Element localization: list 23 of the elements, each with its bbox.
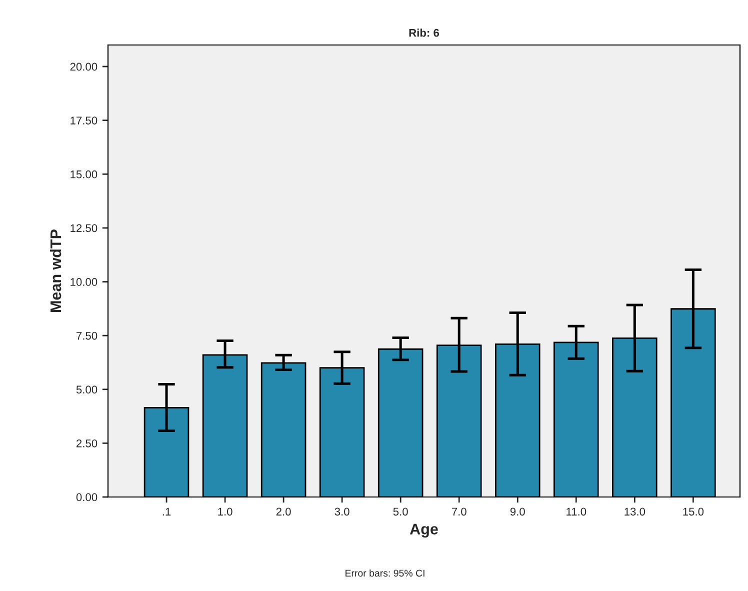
x-tick-label: 11.0 bbox=[566, 508, 586, 516]
y-tick-label: 7.50 bbox=[76, 332, 98, 340]
y-axis-title: Mean wdTP bbox=[50, 230, 62, 312]
y-tick-label: 10.00 bbox=[70, 278, 98, 286]
chart-title: Rib: 6 bbox=[409, 28, 440, 37]
x-tick-label: 3.0 bbox=[334, 508, 350, 516]
y-tick-label: 12.50 bbox=[70, 224, 98, 232]
y-tick-label: 0.00 bbox=[76, 493, 98, 502]
x-tick-label: 1.0 bbox=[218, 508, 232, 516]
y-tick-label: 5.00 bbox=[76, 386, 98, 394]
y-tick-label: 2.50 bbox=[76, 439, 98, 448]
y-tick-label: 17.50 bbox=[70, 116, 98, 124]
x-tick-label: 2.0 bbox=[276, 508, 291, 516]
text: Error bars: 95% CI bbox=[346, 569, 424, 577]
y-tick-label: 15.00 bbox=[70, 170, 98, 178]
x-tick-label: 15.0 bbox=[683, 508, 704, 516]
y-tick-label: 20.00 bbox=[70, 62, 98, 71]
x-tick-label: 7.0 bbox=[452, 508, 466, 516]
x-axis-title: Age bbox=[410, 524, 438, 538]
x-tick-label: .1 bbox=[162, 508, 171, 516]
x-tick-label: 13.0 bbox=[624, 508, 646, 516]
x-tick-label: 5.0 bbox=[393, 508, 408, 516]
x-tick-label: 9.0 bbox=[510, 508, 525, 516]
